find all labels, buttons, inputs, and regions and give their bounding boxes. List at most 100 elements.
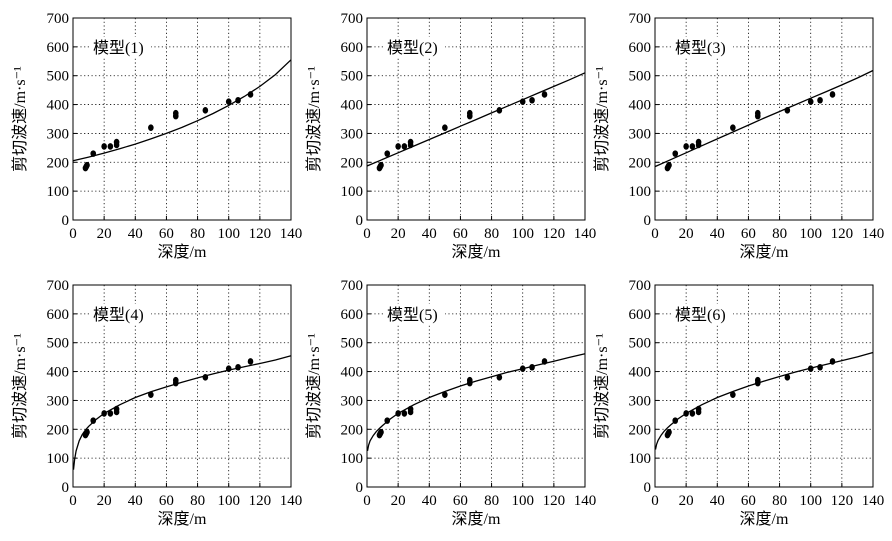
panel-label-bg <box>91 304 151 325</box>
y-tick-label: 700 <box>629 11 652 27</box>
y-tick-label: 600 <box>341 307 364 323</box>
y-tick-label: 500 <box>47 69 70 85</box>
y-tick-label: 200 <box>47 155 70 171</box>
y-tick-label: 600 <box>47 40 70 56</box>
x-tick-label: 0 <box>363 226 371 242</box>
plot-frame <box>72 284 292 488</box>
y-tick-label: 600 <box>629 307 652 323</box>
y-tick-label: 500 <box>341 336 364 352</box>
y-tick-label: 400 <box>341 365 364 381</box>
x-axis-label: 深度/m <box>740 243 789 261</box>
x-tick-label: 100 <box>217 226 240 242</box>
y-tick-label: 100 <box>47 184 70 200</box>
data-point <box>683 143 689 150</box>
x-tick-label: 140 <box>280 226 303 242</box>
x-tick-label: 0 <box>651 493 659 509</box>
x-tick-label: 0 <box>69 493 77 509</box>
panel-label-bg <box>91 37 151 58</box>
plot-frame <box>366 284 586 488</box>
x-tick-label: 120 <box>249 226 272 242</box>
data-point <box>202 374 209 381</box>
data-point <box>107 410 114 417</box>
y-tick-label: 500 <box>47 336 70 352</box>
data-point <box>90 417 97 424</box>
x-tick-label: 40 <box>710 226 725 242</box>
x-tick-label: 80 <box>772 493 787 509</box>
data-point <box>519 365 526 372</box>
y-tick-label: 200 <box>629 422 652 438</box>
data-point <box>84 161 90 169</box>
data-point <box>666 428 672 436</box>
data-point <box>807 98 814 105</box>
y-tick-label: 100 <box>341 184 364 200</box>
x-tick-label: 80 <box>190 226 205 242</box>
data-point <box>529 96 535 104</box>
x-tick-label: 20 <box>391 493 406 509</box>
data-point <box>378 161 384 169</box>
y-tick-label: 300 <box>629 393 652 409</box>
y-tick-label: 200 <box>629 155 652 171</box>
chart-panel-1: 0 20 40 60 80 100 120 140 0 100 200 300 400 500 600 700… <box>11 11 302 261</box>
data-point <box>829 91 836 98</box>
data-point <box>401 143 408 150</box>
data-point <box>466 109 473 117</box>
y-tick-label: 400 <box>47 365 70 381</box>
x-tick-label: 120 <box>831 493 854 509</box>
x-axis-label: 深度/m <box>452 510 501 528</box>
x-tick-label: 20 <box>391 226 406 242</box>
y-tick-label: 400 <box>629 365 652 381</box>
x-tick-label: 120 <box>831 226 854 242</box>
data-point <box>807 365 814 372</box>
fit-curve <box>366 72 586 167</box>
y-tick-label: 0 <box>62 480 70 496</box>
y-tick-label: 500 <box>629 336 652 352</box>
data-point <box>683 410 689 417</box>
data-point <box>247 91 254 98</box>
data-point <box>541 358 548 365</box>
x-tick-label: 60 <box>741 493 756 509</box>
data-point <box>101 143 107 150</box>
plot-frame <box>366 17 586 221</box>
y-tick-label: 100 <box>629 451 652 467</box>
data-point <box>519 98 526 105</box>
y-tick-label: 500 <box>629 69 652 85</box>
data-point <box>378 428 384 436</box>
x-tick-label: 0 <box>363 493 371 509</box>
y-tick-label: 700 <box>47 11 70 27</box>
data-point <box>101 410 107 417</box>
data-point <box>247 358 254 365</box>
x-axis-label: 深度/m <box>158 510 207 528</box>
x-tick-label: 40 <box>128 493 143 509</box>
x-axis-label: 深度/m <box>452 243 501 261</box>
data-point <box>672 417 679 424</box>
data-point <box>113 405 120 413</box>
panel-label-bg <box>673 304 733 325</box>
data-point <box>496 374 503 381</box>
x-tick-label: 20 <box>679 226 694 242</box>
data-point <box>730 124 736 131</box>
data-point <box>689 143 696 150</box>
data-point <box>442 391 448 398</box>
data-point <box>401 410 408 417</box>
data-point <box>829 358 836 365</box>
y-tick-label: 600 <box>341 40 364 56</box>
x-tick-label: 140 <box>574 493 597 509</box>
fit-curve <box>366 353 586 452</box>
data-point <box>148 124 154 131</box>
x-tick-label: 140 <box>280 493 303 509</box>
x-tick-label: 140 <box>862 493 885 509</box>
data-point <box>529 363 535 371</box>
chart-panel-4: 0 20 40 60 80 100 120 140 0 100 200 300 400 500 600 700… <box>11 278 302 528</box>
y-axis-label: 剪切波速/m·s⁻¹ <box>305 66 323 172</box>
x-tick-label: 100 <box>217 493 240 509</box>
x-tick-label: 0 <box>651 226 659 242</box>
panel-label: 模型(2) <box>387 39 438 57</box>
y-tick-label: 300 <box>47 126 70 142</box>
panel-label-bg <box>673 37 733 58</box>
data-point <box>384 417 391 424</box>
panel-label: 模型(1) <box>93 39 144 57</box>
x-tick-label: 60 <box>453 226 468 242</box>
data-point <box>202 107 209 114</box>
x-tick-label: 100 <box>799 226 822 242</box>
y-tick-label: 200 <box>47 422 70 438</box>
